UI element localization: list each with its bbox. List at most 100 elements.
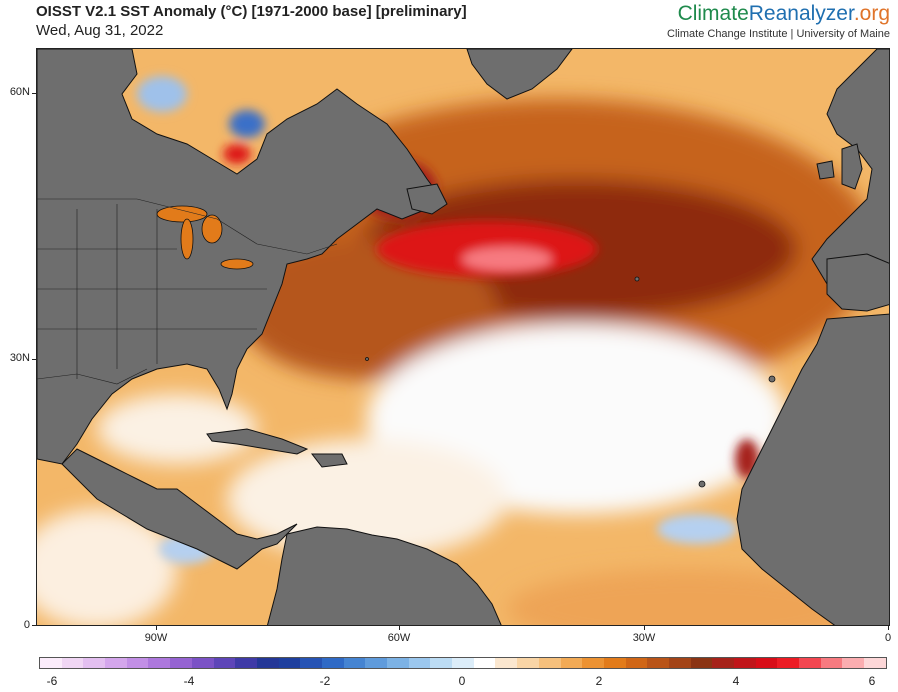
lat-label-60n: 60N [9,86,30,98]
colorbar-swatch [126,658,149,668]
colorbar-swatch [191,658,214,668]
colorbar-swatch [256,658,279,668]
colorbar-swatch [820,658,843,668]
colorbar-swatch [105,658,127,668]
colorbar-label-neg4: -4 [183,674,195,688]
colorbar-swatch [321,658,344,668]
anomaly-cool-hudson [137,76,187,112]
colorbar [39,657,887,669]
anomaly-neutral-gulf [97,394,257,464]
colorbar-label-2: 2 [595,674,603,688]
lat-label-30n: 30N [9,352,30,364]
colorbar-swatch [387,658,409,668]
land-africa [736,313,889,625]
colorbar-swatch [517,658,539,668]
colorbar-swatch [560,658,583,668]
colorbar-label-neg6: -6 [46,674,58,688]
colorbar-swatch [430,658,453,668]
lake-michigan [180,218,194,260]
lon-tick-60w [399,626,400,630]
anomaly-warm-eq-east [507,569,867,625]
anomaly-cool-hudson-2 [229,110,265,138]
sst-anomaly-map [36,48,890,626]
map-date: Wed, Aug 31, 2022 [36,22,164,39]
anomaly-warm-gulfstream [237,239,497,379]
colorbar-swatch [864,658,886,668]
colorbar-swatch [148,658,171,668]
colorbar-swatch [170,658,192,668]
colorbar-swatch [690,658,713,668]
lake-huron [201,214,223,244]
colorbar-swatch [235,658,257,668]
colorbar-swatch [799,658,821,668]
anomaly-neutral-caribbean [227,439,507,559]
brand-part-reanalyzer: Reanalyzer [748,2,854,25]
lake-erie [220,258,254,270]
colorbar-label-4: 4 [732,674,740,688]
land-uk [841,143,863,190]
colorbar-swatch [452,658,474,668]
lon-tick-30w [644,626,645,630]
lon-label-0: 0 [884,632,892,644]
lake-superior [156,205,208,223]
land-south-america [267,526,502,625]
colorbar-swatch [61,658,84,668]
colorbar-swatch [842,658,865,668]
colorbar-swatch [777,658,800,668]
lon-tick-0 [888,626,889,630]
land-greenland [466,49,573,100]
colorbar-swatch [755,658,778,668]
lon-tick-90w [156,626,157,630]
land-hispaniola [310,453,348,468]
lon-label-90w: 90W [144,632,168,644]
land-central-america [61,448,298,570]
colorbar-swatch [582,658,604,668]
border-us-canada [37,198,338,255]
island-azores [634,276,640,282]
map-title: OISST V2.1 SST Anomaly (°C) [1971-2000 b… [36,3,467,20]
anomaly-neutral-pacific [37,509,177,625]
colorbar-swatch [83,658,106,668]
lon-label-30w: 30W [632,632,656,644]
anomaly-hot-core [462,247,552,271]
anomaly-hot-hudson [223,144,251,164]
colorbar-swatch [538,658,561,668]
colorbar-swatch [603,658,626,668]
border-us-mexico [37,368,148,385]
lat-label-0: 0 [23,619,30,631]
brand-part-org: .org [853,2,890,25]
land-cuba [206,428,309,455]
colorbar-swatch [625,658,648,668]
colorbar-swatch [365,658,387,668]
lat-tick-60n [32,93,36,94]
land-newfoundland [406,183,448,215]
island-cape-verde [698,480,706,488]
land-ireland [816,160,835,180]
colorbar-swatch [343,658,366,668]
colorbar-label-neg2: -2 [319,674,331,688]
colorbar-swatch [473,658,496,668]
border-us-states [37,204,267,379]
brand-subtitle: Climate Change Institute | University of… [667,28,890,40]
colorbar-swatch [668,658,691,668]
lat-tick-0 [32,625,36,626]
colorbar-swatch [40,658,62,668]
island-bermuda [365,357,369,361]
brand-part-climate: Climate [677,2,749,25]
land-iberia [826,253,889,312]
colorbar-swatch [278,658,301,668]
lon-label-60w: 60W [387,632,411,644]
colorbar-swatch [300,658,322,668]
lat-tick-30n [32,359,36,360]
island-canaries [768,375,776,383]
colorbar-label-6: 6 [868,674,876,688]
colorbar-swatch [734,658,756,668]
colorbar-swatch [712,658,734,668]
map-canvas [37,49,889,625]
colorbar-swatch [495,658,518,668]
brand-logo[interactable]: ClimateReanalyzer.org [678,2,890,26]
anomaly-cool-tropics [657,514,737,544]
colorbar-swatch [213,658,236,668]
colorbar-swatch [408,658,431,668]
colorbar-swatch [647,658,669,668]
